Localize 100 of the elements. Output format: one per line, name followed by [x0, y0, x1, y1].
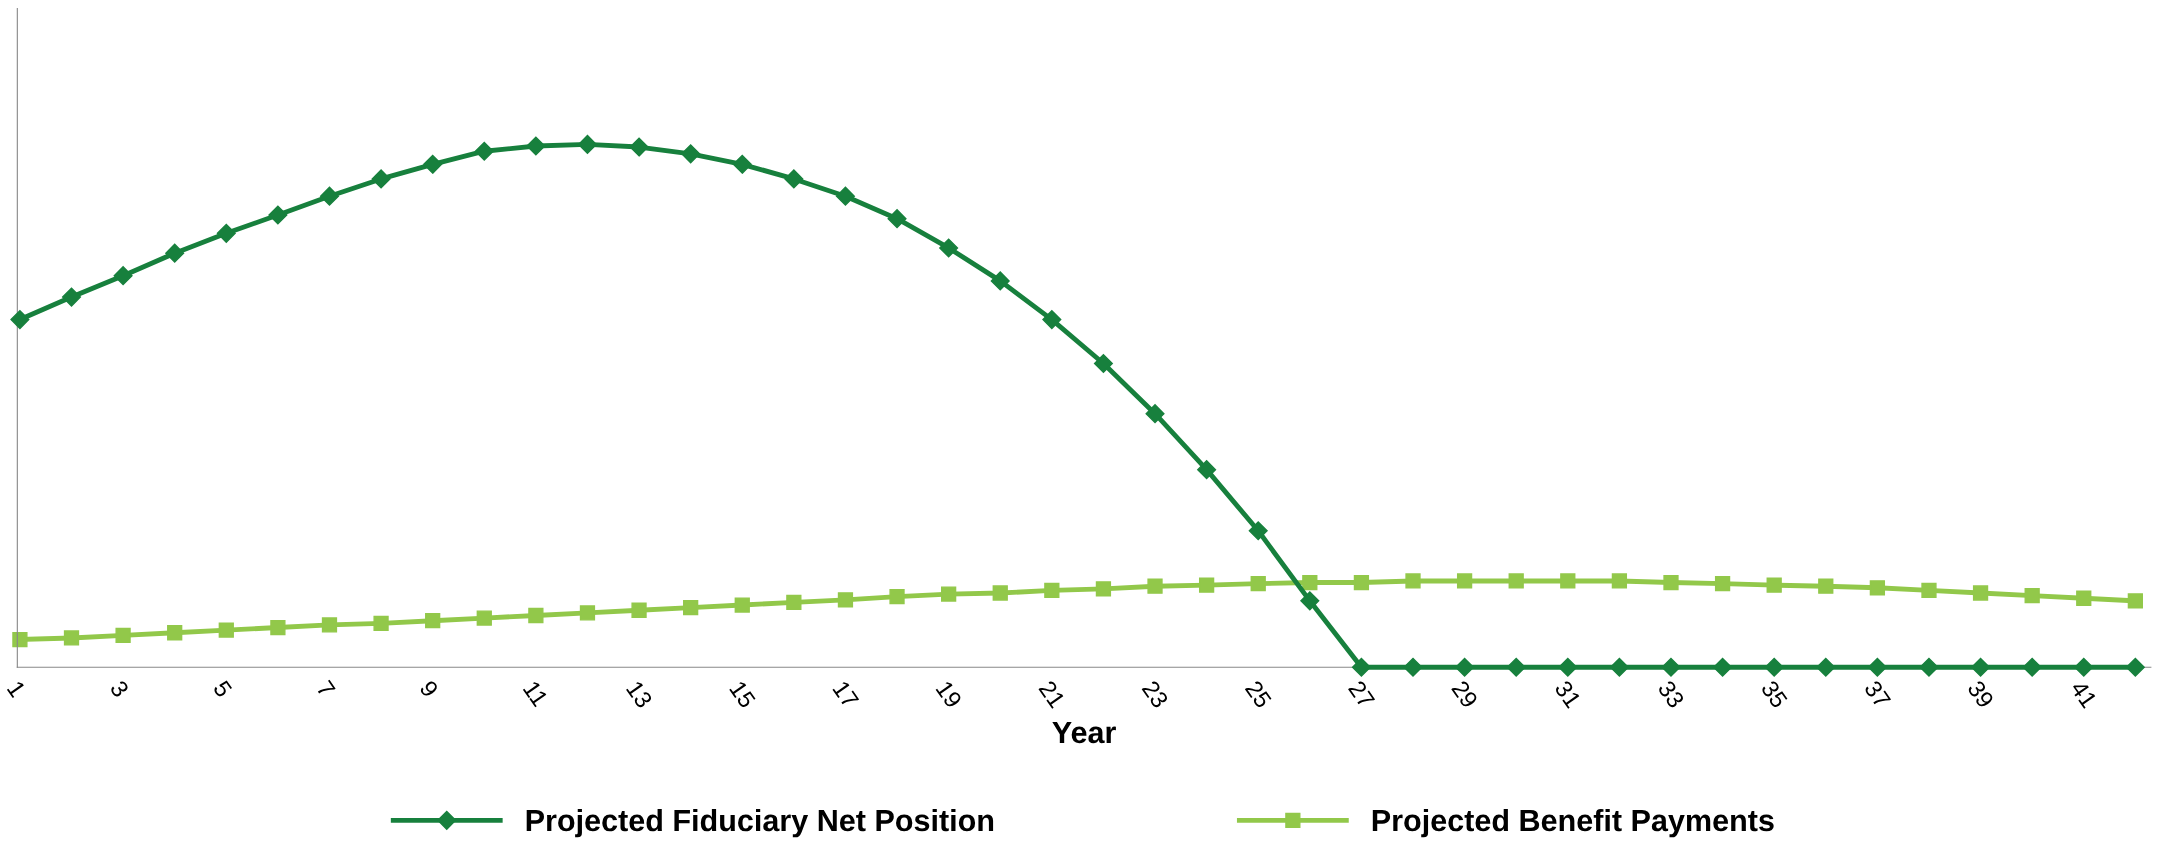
point [165, 243, 185, 263]
x-tick-label: 39 [1966, 679, 1995, 709]
point [629, 137, 649, 157]
point [992, 585, 1008, 601]
point [1764, 657, 1784, 677]
point [1713, 657, 1733, 677]
point [63, 630, 80, 646]
point [12, 631, 28, 648]
point [167, 625, 183, 641]
point [1971, 657, 1991, 677]
point [683, 600, 699, 616]
point [526, 136, 546, 156]
point [1663, 574, 1679, 591]
point [1147, 578, 1163, 594]
point [476, 610, 492, 626]
point [1042, 310, 1062, 330]
x-tick-label: 29 [1451, 679, 1479, 709]
x-tick-label: 41 [2070, 679, 2098, 709]
point [732, 154, 752, 174]
point [681, 144, 701, 164]
x-tick-label: 27 [1348, 679, 1376, 709]
point [939, 238, 959, 258]
x-tick-label: 1 [6, 680, 27, 698]
x-tick-label: 37 [1863, 679, 1892, 709]
point [423, 154, 443, 174]
point [1506, 657, 1526, 677]
x-tick-label: 5 [212, 679, 233, 699]
point [1250, 575, 1266, 592]
point [889, 589, 905, 605]
point [268, 205, 288, 225]
x-tick-label: 19 [935, 680, 963, 709]
point [218, 622, 234, 638]
x-tick-label: 3 [109, 679, 130, 699]
point [1145, 404, 1165, 424]
x-tick-label: 25 [1244, 679, 1273, 710]
point [270, 619, 286, 636]
x-tick-label: 17 [832, 680, 860, 709]
point [1714, 575, 1731, 592]
point [1095, 581, 1112, 597]
point [425, 613, 441, 629]
point [784, 169, 804, 189]
point [1921, 582, 1937, 599]
point [2024, 587, 2040, 604]
point [887, 209, 907, 229]
point [2127, 593, 2144, 609]
x-tick-label: 35 [1760, 679, 1789, 710]
x-axis-title: Year [1052, 721, 1116, 744]
point [1558, 657, 1578, 677]
point [835, 186, 855, 206]
point [1661, 657, 1681, 677]
point [577, 134, 598, 154]
point [61, 287, 82, 307]
point [1919, 657, 1939, 677]
point [1353, 574, 1370, 591]
point [10, 310, 30, 330]
point [321, 617, 338, 633]
legend-label: Projected Fiduciary Net Position [526, 808, 994, 838]
point [837, 592, 854, 608]
x-tick-label: 9 [419, 679, 440, 699]
point [1972, 585, 1989, 601]
point [1405, 573, 1421, 589]
point [474, 141, 494, 161]
point [1248, 521, 1268, 541]
point [1044, 582, 1060, 599]
point [1351, 657, 1371, 677]
point [1508, 573, 1524, 589]
x-tick-label: 21 [1038, 679, 1066, 709]
point [115, 627, 131, 643]
x-tick-label: 15 [729, 680, 757, 710]
point [1867, 657, 1887, 677]
point [1560, 573, 1576, 589]
x-tick-label: 33 [1657, 679, 1685, 709]
x-tick-label: 31 [1554, 679, 1582, 709]
point [373, 615, 389, 631]
point [113, 266, 133, 286]
point [734, 597, 750, 613]
point [579, 605, 596, 621]
point [2022, 657, 2042, 677]
point [631, 602, 647, 618]
point [1766, 577, 1782, 593]
point [990, 271, 1010, 291]
point [1818, 578, 1834, 594]
point [1093, 353, 1113, 374]
point [1611, 573, 1628, 589]
legend-label: Projected Benefit Payments [1372, 808, 1774, 838]
point [1455, 657, 1475, 677]
x-tick-label: 23 [1141, 679, 1169, 709]
point [528, 607, 544, 624]
point [1302, 574, 1318, 591]
point [216, 223, 236, 243]
point [1456, 573, 1473, 589]
point [1300, 591, 1320, 611]
x-tick-label: 13 [625, 680, 654, 709]
x-tick-label: 7 [316, 679, 336, 698]
point [1198, 577, 1215, 593]
point [1403, 657, 1423, 677]
point [1869, 580, 1886, 596]
point [1609, 657, 1629, 677]
point [1197, 460, 1217, 480]
point [941, 586, 957, 602]
